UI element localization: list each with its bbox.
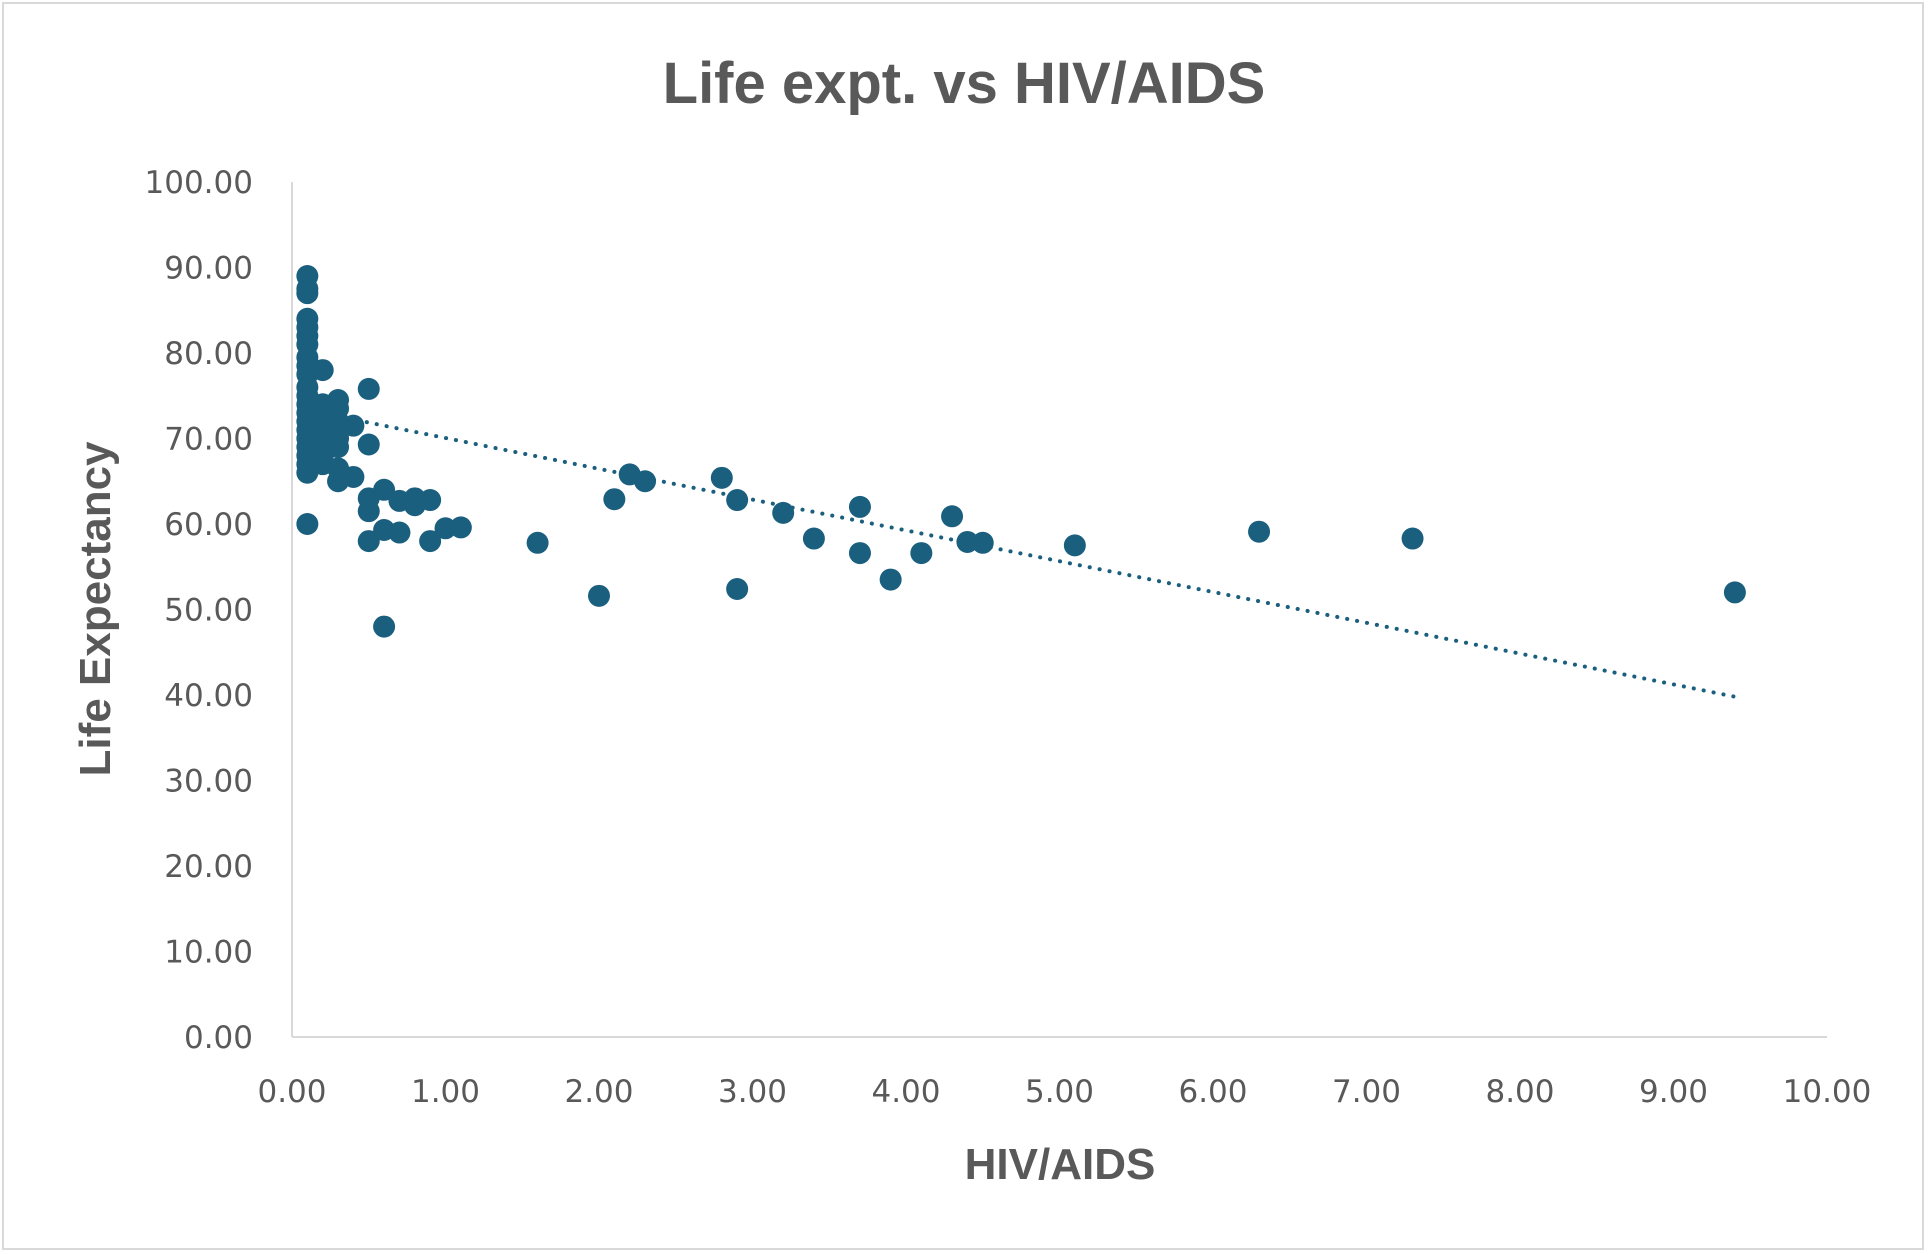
x-tick-label: 9.00: [1639, 1074, 1708, 1110]
data-point: [710, 466, 733, 489]
data-point: [357, 433, 380, 456]
y-tick-label: 60.00: [164, 507, 253, 543]
y-tick-labels: 0.00 10.00 20.00 30.00 40.00 50.00 60.00 70.00 8…: [145, 165, 253, 1056]
data-point: [327, 436, 350, 459]
data-point: [526, 531, 549, 554]
data-point: [1248, 520, 1271, 543]
data-point: [588, 584, 610, 607]
y-tick-label: 30.00: [164, 764, 253, 800]
data-point: [357, 500, 380, 523]
x-tick-label: 7.00: [1332, 1074, 1401, 1110]
data-point: [1063, 534, 1086, 557]
data-point: [1723, 581, 1746, 604]
data-point: [357, 530, 380, 553]
data-point: [910, 542, 933, 565]
y-tick-label: 100.00: [145, 165, 253, 201]
x-tick-label: 3.00: [718, 1074, 787, 1110]
data-point: [971, 531, 994, 554]
data-point: [419, 489, 442, 512]
x-tick-labels: 0.00 1.00 2.00 3.00 4.00 5.00 6.00 7.00 8.00 9.00…: [257, 1074, 1871, 1110]
y-tick-label: 10.00: [164, 935, 253, 971]
y-axis-title: Life Expectancy: [71, 441, 120, 777]
trendline-group: [305, 408, 1737, 699]
data-point: [848, 495, 871, 518]
y-tick-label: 70.00: [164, 422, 253, 458]
data-point: [342, 414, 365, 437]
data-point: [726, 489, 749, 512]
x-tick-label: 4.00: [871, 1074, 940, 1110]
data-point: [941, 505, 964, 528]
chart-title: Life expt. vs HIV/AIDS: [663, 51, 1266, 116]
data-point: [879, 568, 902, 591]
trendline: [305, 408, 1737, 699]
x-axis-title: HIV/AIDS: [965, 1140, 1156, 1189]
x-tick-label: 0.00: [257, 1074, 326, 1110]
data-point: [373, 615, 396, 638]
data-point: [802, 527, 825, 550]
data-point: [848, 542, 871, 565]
data-point: [342, 465, 365, 488]
y-tick-label: 90.00: [164, 251, 253, 287]
data-point: [311, 359, 334, 382]
y-tick-label: 20.00: [164, 849, 253, 885]
y-tick-label: 40.00: [164, 678, 253, 714]
y-tick-label: 50.00: [164, 593, 253, 629]
data-point: [373, 478, 396, 501]
data-points: [296, 265, 1746, 638]
data-point: [296, 513, 319, 535]
data-point: [772, 501, 795, 524]
x-tick-label: 1.00: [411, 1074, 480, 1110]
data-point: [726, 577, 749, 600]
x-tick-label: 6.00: [1178, 1074, 1247, 1110]
y-tick-label: 0.00: [184, 1020, 253, 1056]
data-point: [449, 516, 472, 539]
x-tick-label: 2.00: [564, 1074, 633, 1110]
data-point: [357, 377, 380, 400]
data-point: [419, 530, 442, 553]
data-point: [1401, 527, 1424, 550]
data-point: [603, 488, 626, 511]
y-tick-label: 80.00: [164, 336, 253, 372]
x-tick-label: 10.00: [1783, 1074, 1872, 1110]
data-point: [296, 282, 319, 305]
x-tick-label: 8.00: [1485, 1074, 1554, 1110]
x-tick-label: 5.00: [1025, 1074, 1094, 1110]
data-point: [634, 470, 657, 493]
data-point: [388, 521, 411, 544]
